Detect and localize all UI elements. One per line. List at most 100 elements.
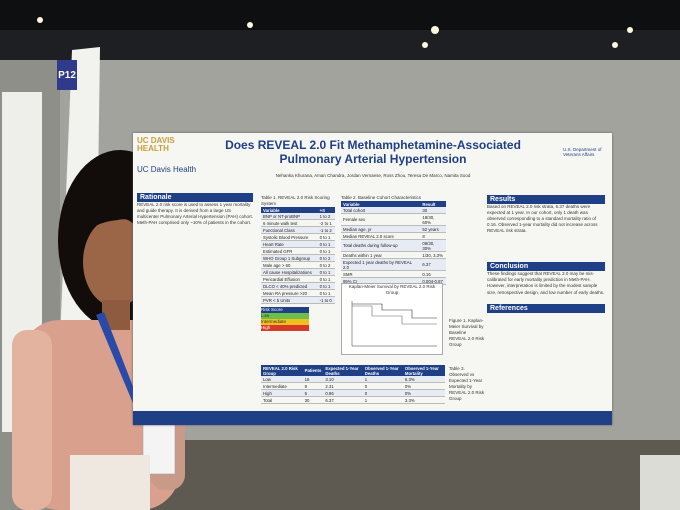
header-row: REVEAL 2.0 Risk Group Patients Expected 1-… bbox=[261, 365, 445, 376]
table-row: High 5 0.96 0 0% bbox=[261, 389, 445, 397]
table-row: Total cohort 30 bbox=[341, 207, 446, 215]
table-cell: 0.96 bbox=[323, 389, 363, 397]
table-cell: 0 to 1 bbox=[317, 233, 335, 242]
table3: REVEAL 2.0 Risk Group Patients Expected 1-… bbox=[261, 365, 445, 404]
table-cell: 0 to 1 bbox=[317, 268, 335, 277]
table-row: Pericardial Effusion 0 to 1 bbox=[261, 275, 335, 284]
rationale-text: REVEAL 2.0 risk score is used to assess … bbox=[137, 202, 253, 226]
table-cell: Systolic Blood Pressure bbox=[261, 233, 318, 242]
legend-high: High bbox=[261, 325, 309, 332]
table-row: Low 16 3.10 1 6.3% bbox=[261, 376, 445, 383]
table-cell: High bbox=[261, 389, 303, 397]
table-cell: Heart Rate bbox=[261, 240, 318, 249]
table-row: Deaths within 1 year 1/30, 3.3% bbox=[341, 251, 446, 260]
table-cell: 6 minute walk test bbox=[261, 219, 318, 228]
table-row: WHO Group 1 Subgroup 0 to 2 bbox=[261, 254, 335, 263]
table-cell: Total bbox=[261, 396, 303, 404]
km-plot bbox=[351, 301, 437, 347]
table-row: Median age, yr 52 years bbox=[341, 225, 446, 234]
table-cell: PVR < 5 Units bbox=[261, 296, 318, 305]
table-row: Estimated GFR 0 to 1 bbox=[261, 247, 335, 256]
table-cell: 09/30, 30% bbox=[420, 239, 446, 253]
table-cell: Low bbox=[261, 376, 303, 383]
table-cell: 16 bbox=[302, 376, 324, 383]
table-cell: Median age, yr bbox=[341, 225, 421, 234]
table-cell: 30 bbox=[302, 396, 324, 404]
legend-heading: Risk Score bbox=[261, 307, 309, 314]
table2: Variable Result Total cohort 30 Female sex 18… bbox=[341, 201, 446, 286]
table-cell: 0 to 1 bbox=[317, 247, 335, 256]
column-header: Patients bbox=[302, 365, 324, 376]
table-cell: 0 to 1 bbox=[317, 282, 335, 291]
figure-caption: Figure 1. Kaplan-Meier Survival by Basel… bbox=[449, 318, 485, 348]
table-cell: 0 to 1 bbox=[317, 240, 335, 249]
table-cell: 1/30, 3.3% bbox=[420, 251, 446, 260]
footer-band bbox=[133, 411, 612, 425]
header-row: Variable +S bbox=[261, 207, 335, 214]
table-cell: 0 to 2 bbox=[317, 261, 335, 270]
table-cell: Deaths within 1 year bbox=[341, 251, 421, 260]
column-header: Expected 1-Year Deaths bbox=[323, 365, 363, 376]
table-cell: -1 to 2 bbox=[317, 226, 335, 235]
table-cell: 1 bbox=[362, 396, 403, 404]
table-cell: 0.16 bbox=[420, 270, 446, 279]
board-label: P12 bbox=[57, 60, 77, 90]
table-row: SMR 0.16 bbox=[341, 270, 446, 279]
table-caption: Table 2. Baseline Cohort Characteristics bbox=[341, 195, 422, 200]
table-row: Female sex 18/30, 60% bbox=[341, 213, 446, 227]
poster-title: Does REVEAL 2.0 Fit Methamphetamine-Asso… bbox=[225, 138, 521, 166]
table-row: Mean RA pressure >20 0 to 1 bbox=[261, 289, 335, 298]
table-row: Male age > 60 0 to 2 bbox=[261, 261, 335, 270]
table-cell: Total cohort bbox=[341, 207, 421, 215]
legend-low: Low bbox=[261, 313, 309, 320]
logo-right: U.S. Department of Veterans Affairs bbox=[563, 147, 602, 157]
table2-block: Table 2. Baseline Cohort Characteristics… bbox=[341, 195, 446, 286]
table-cell: Intermediate bbox=[261, 382, 303, 390]
table-cell: 52 years bbox=[420, 225, 446, 234]
table-cell: 3.3% bbox=[402, 396, 445, 404]
table-cell: SMR bbox=[341, 270, 421, 279]
table-cell: 0 bbox=[362, 389, 403, 397]
table-cell: 9 bbox=[302, 382, 324, 390]
table-row: Median REVEAL 2.0 score 8 bbox=[341, 232, 446, 241]
figure-title: Kaplan-Meier Survival by REVEAL 2.0 Risk… bbox=[348, 284, 436, 296]
header-row: Variable Result bbox=[341, 201, 446, 208]
column-header: Variable bbox=[261, 207, 318, 214]
table-row: PVR < 5 Units -1 to 0 bbox=[261, 296, 335, 305]
table-cell: WHO Group 1 Subgroup bbox=[261, 254, 318, 263]
table-row: All cause Hospitalizations 0 to 1 bbox=[261, 268, 335, 277]
table-cell: 6.37 bbox=[323, 396, 363, 404]
table-row: Total deaths during follow-up 09/30, 30% bbox=[341, 239, 446, 253]
column-header: Variable bbox=[341, 201, 421, 208]
table-cell: -2 to 1 bbox=[317, 219, 335, 228]
legend-intermediate: Intermediate bbox=[261, 319, 309, 326]
right-column: Results Based on REVEAL 2.0 risk strata,… bbox=[487, 195, 605, 313]
table-cell: 3.10 bbox=[323, 376, 363, 383]
rationale-column: Rationale REVEAL 2.0 risk score is used … bbox=[137, 193, 253, 226]
table-cell: 8 bbox=[420, 232, 446, 241]
table-cell: BNP or NT-proBNP bbox=[261, 213, 318, 221]
section-heading: Results bbox=[487, 195, 605, 204]
table-cell: 30 bbox=[420, 207, 446, 215]
table-row: DLCO < 40% predicted 0 to 1 bbox=[261, 282, 335, 291]
table-cell: 0 bbox=[362, 382, 403, 390]
table-row: BNP or NT-proBNP 1 to 2 bbox=[261, 213, 335, 221]
poster: UC DAVIS HEALTH UC Davis Health U.S. Dep… bbox=[133, 133, 612, 425]
table-cell: Male age > 60 bbox=[261, 261, 318, 270]
risk-legend: Risk Score Low Intermediate High bbox=[261, 307, 309, 332]
table-cell: Female sex bbox=[341, 213, 421, 227]
table-cell: Mean RA pressure >20 bbox=[261, 289, 318, 298]
section-heading: Rationale bbox=[137, 193, 253, 202]
table-cell: 0% bbox=[402, 389, 445, 397]
section-heading: Conclusion bbox=[487, 262, 605, 272]
table-cell: 6.3% bbox=[402, 376, 445, 383]
table-row: Expected 1 year deaths by REVEAL 2.0 6.37 bbox=[341, 258, 446, 272]
figure1: Kaplan-Meier Survival by REVEAL 2.0 Risk… bbox=[341, 283, 443, 355]
table-cell: 0% bbox=[402, 382, 445, 390]
table-row: Intermediate 9 2.31 0 0% bbox=[261, 382, 445, 390]
table-cell: Total deaths during follow-up bbox=[341, 239, 421, 253]
table-row: Heart Rate 0 to 1 bbox=[261, 240, 335, 249]
table-row: Systolic Blood Pressure 0 to 1 bbox=[261, 233, 335, 242]
